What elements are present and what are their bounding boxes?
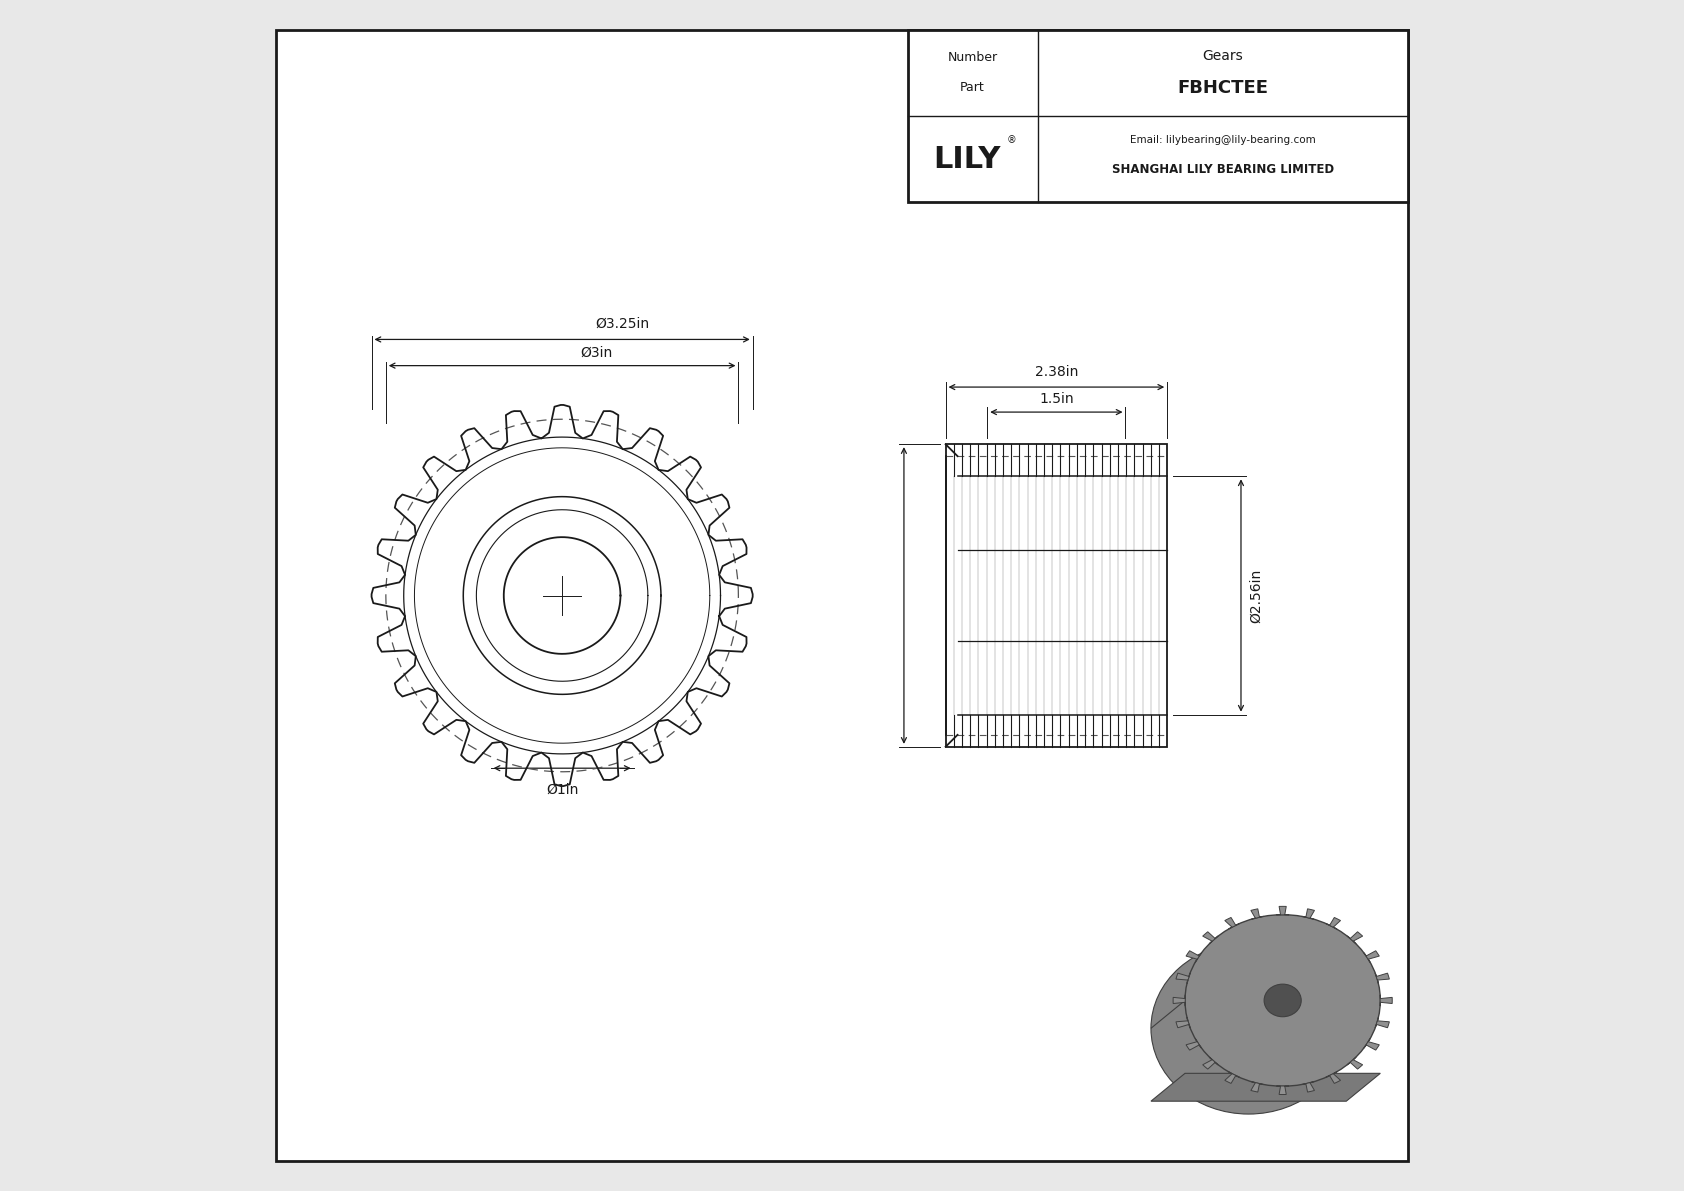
Polygon shape <box>1150 1000 1186 1028</box>
Text: Part: Part <box>960 81 985 94</box>
Polygon shape <box>1347 931 1362 944</box>
Polygon shape <box>1302 909 1315 919</box>
Polygon shape <box>1186 1039 1201 1050</box>
Polygon shape <box>1276 1086 1288 1095</box>
Polygon shape <box>1150 1073 1381 1102</box>
Polygon shape <box>1302 1081 1315 1092</box>
Text: Ø3.25in: Ø3.25in <box>596 317 650 331</box>
Polygon shape <box>1202 931 1218 944</box>
Polygon shape <box>1376 1017 1389 1028</box>
Polygon shape <box>1202 1056 1218 1070</box>
Text: Ø3in: Ø3in <box>579 345 613 360</box>
Text: Gears: Gears <box>1202 49 1243 63</box>
Text: Ø2.56in: Ø2.56in <box>1250 568 1263 623</box>
Polygon shape <box>1364 950 1379 962</box>
Polygon shape <box>1251 909 1263 919</box>
Polygon shape <box>1224 917 1239 929</box>
Ellipse shape <box>1150 942 1346 1114</box>
Text: LILY: LILY <box>933 145 1000 174</box>
Ellipse shape <box>1265 984 1302 1017</box>
Text: ®: ® <box>1007 135 1017 145</box>
Text: 1.5in: 1.5in <box>1039 392 1074 406</box>
Polygon shape <box>1175 1017 1191 1028</box>
Polygon shape <box>1381 994 1393 1006</box>
Text: SHANGHAI LILY BEARING LIMITED: SHANGHAI LILY BEARING LIMITED <box>1111 163 1334 176</box>
Polygon shape <box>1347 1056 1362 1070</box>
Polygon shape <box>1174 994 1186 1006</box>
Polygon shape <box>1251 1081 1263 1092</box>
Text: Number: Number <box>948 51 997 64</box>
Bar <box>908 30 1408 202</box>
Polygon shape <box>1325 917 1340 929</box>
Polygon shape <box>1186 950 1201 962</box>
Text: Email: lilybearing@lily-bearing.com: Email: lilybearing@lily-bearing.com <box>1130 136 1315 145</box>
Polygon shape <box>1376 973 1389 984</box>
Bar <box>946 444 1167 747</box>
Ellipse shape <box>1186 915 1381 1086</box>
Text: FBHCTEE: FBHCTEE <box>1177 79 1268 96</box>
Text: Ø1in: Ø1in <box>546 782 578 797</box>
Polygon shape <box>1364 1039 1379 1050</box>
Polygon shape <box>1175 973 1191 984</box>
Polygon shape <box>1325 1072 1340 1084</box>
Polygon shape <box>1224 1072 1239 1084</box>
Polygon shape <box>1276 906 1288 915</box>
Text: 2.38in: 2.38in <box>1034 364 1078 379</box>
